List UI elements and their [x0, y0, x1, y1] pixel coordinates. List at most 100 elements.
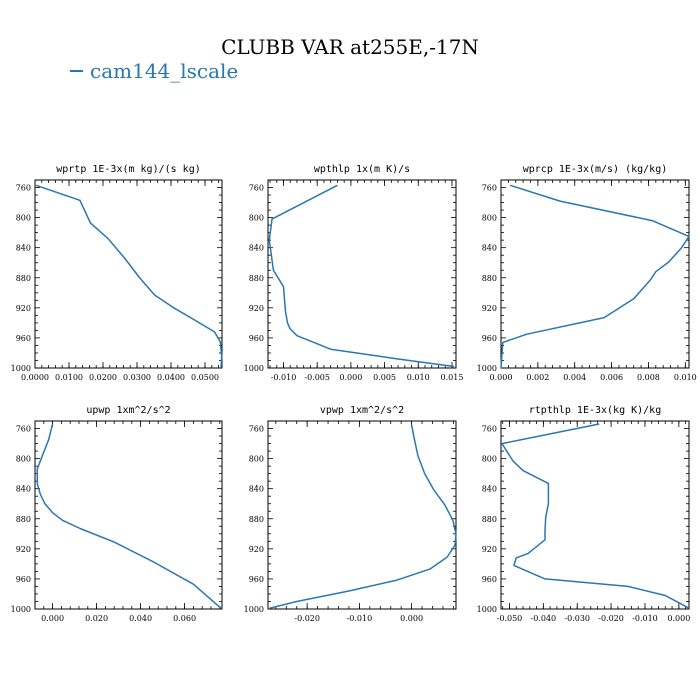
x-tick-label: 0.015: [441, 373, 464, 382]
plot-frame: [500, 420, 690, 610]
panel-1: wprtp 1E-3x(m kg)/(s kg) 760 800 840 880 920 9…: [11, 164, 223, 382]
y-tick-label: 880: [482, 274, 497, 283]
y-tick-label: 1000: [244, 605, 264, 614]
x-tick-label: 0.010: [407, 373, 430, 382]
x-tick-label: -0.020: [294, 614, 320, 623]
y-tick-label: 960: [16, 334, 31, 343]
x-tick-label: 0.005: [373, 373, 396, 382]
x-tick-label: -0.030: [564, 614, 590, 623]
y-tick-label: 840: [482, 244, 497, 253]
y-tick-label: 760: [249, 425, 264, 434]
series-line: [268, 184, 455, 368]
plot-frame: [34, 420, 223, 610]
y-tick-label: 920: [249, 304, 264, 313]
y-tick-label: 800: [482, 214, 497, 223]
x-tick-label: -0.005: [304, 373, 330, 382]
y-tick-label: 840: [16, 244, 31, 253]
y-tick-label: 920: [249, 545, 264, 554]
x-tick-label: 0.008: [637, 373, 660, 382]
plot-frame: [34, 179, 223, 369]
y-tick-label: 960: [249, 334, 264, 343]
plot-frame: [267, 179, 457, 369]
x-tick-label: 0.010: [674, 373, 697, 382]
y-tick-label: 1000: [477, 364, 497, 373]
y-tick-label: 960: [482, 334, 497, 343]
y-tick-label: 800: [16, 214, 31, 223]
panel-grid: wprtp 1E-3x(m kg)/(s kg) 760 800 840 880 920 9…: [11, 164, 697, 623]
y-tick-label: 840: [482, 485, 497, 494]
x-tick-label: 0.0400: [157, 373, 185, 382]
x-tick-label: -0.010: [271, 373, 297, 382]
y-tick-label: 840: [16, 485, 31, 494]
x-tick-label: -0.010: [347, 614, 373, 623]
panel-2: wpthlp 1x(m K)/s 760 800 840 880 920 960 1000 -0…: [244, 164, 464, 382]
y-tick-label: 800: [482, 455, 497, 464]
y-tick-label: 1000: [244, 364, 264, 373]
x-tick-label: 0.0300: [123, 373, 151, 382]
y-tick-label: 880: [16, 274, 31, 283]
x-tick-label: -0.010: [632, 614, 658, 623]
panel-title: wprtp 1E-3x(m kg)/(s kg): [56, 164, 201, 175]
plot-frame: [267, 420, 457, 610]
x-tick-label: 0.006: [600, 373, 623, 382]
panel-title: wprcp 1E-3x(m/s) (kg/kg): [523, 164, 668, 175]
x-tick-label: 0.0500: [191, 373, 219, 382]
y-tick-label: 880: [249, 274, 264, 283]
x-tick-label: 0.000: [667, 614, 690, 623]
series-line: [500, 184, 690, 369]
x-tick-label: 0.040: [129, 614, 152, 623]
y-tick-label: 1000: [11, 364, 31, 373]
x-tick-label: 0.000: [41, 614, 64, 623]
y-tick-label: 760: [16, 184, 31, 193]
series-line: [36, 423, 222, 609]
y-tick-label: 920: [16, 545, 31, 554]
x-tick-label: 0.020: [85, 614, 108, 623]
panel-title: rtpthlp 1E-3x(kg K)/kg: [529, 405, 661, 416]
panel-5: vpwp 1xm^2/s^2 760 800 840 880 920 960 1000 -0.0…: [244, 405, 457, 623]
figure-title: CLUBB VAR at255E,-17N: [221, 35, 479, 59]
panel-title: wpthlp 1x(m K)/s: [314, 164, 410, 175]
y-tick-label: 760: [249, 184, 264, 193]
y-tick-label: 960: [16, 575, 31, 584]
series-line: [501, 423, 690, 609]
y-tick-label: 920: [482, 545, 497, 554]
series-line: [269, 424, 457, 609]
y-tick-label: 880: [249, 515, 264, 524]
plot-frame: [500, 179, 690, 369]
panel-title: vpwp 1xm^2/s^2: [320, 405, 404, 416]
x-tick-label: 0.000: [339, 373, 362, 382]
y-tick-label: 760: [482, 184, 497, 193]
y-tick-label: 1000: [477, 605, 497, 614]
y-tick-label: 760: [16, 425, 31, 434]
y-tick-label: 880: [16, 515, 31, 524]
y-tick-label: 920: [482, 304, 497, 313]
y-tick-label: 880: [482, 515, 497, 524]
x-tick-label: 0.000: [400, 614, 423, 623]
y-tick-label: 960: [249, 575, 264, 584]
x-tick-label: 0.0000: [21, 373, 49, 382]
y-tick-label: 840: [249, 244, 264, 253]
y-tick-label: 840: [249, 485, 264, 494]
y-tick-label: 800: [249, 214, 264, 223]
panel-4: upwp 1xm^2/s^2 760 800 840 880 920 960 1000 0.00…: [11, 405, 223, 623]
x-tick-label: -0.050: [497, 614, 523, 623]
series-line: [35, 184, 223, 369]
y-tick-label: 800: [249, 455, 264, 464]
panel-3: wprcp 1E-3x(m/s) (kg/kg) 760 800 840 880 920 9…: [477, 164, 697, 382]
x-tick-label: 0.004: [563, 373, 586, 382]
x-tick-label: 0.000: [490, 373, 513, 382]
panel-title: upwp 1xm^2/s^2: [86, 405, 170, 416]
x-tick-label: 0.0200: [89, 373, 117, 382]
legend-label: cam144_lscale: [90, 59, 238, 83]
x-tick-label: -0.040: [531, 614, 557, 623]
x-tick-label: 0.0100: [55, 373, 83, 382]
y-tick-label: 960: [482, 575, 497, 584]
x-tick-label: 0.060: [173, 614, 196, 623]
panel-6: rtpthlp 1E-3x(kg K)/kg 760 800 840 880 920 960…: [477, 405, 691, 623]
y-tick-label: 800: [16, 455, 31, 464]
x-tick-label: -0.020: [598, 614, 624, 623]
y-tick-label: 760: [482, 425, 497, 434]
y-tick-label: 1000: [11, 605, 31, 614]
y-tick-label: 920: [16, 304, 31, 313]
